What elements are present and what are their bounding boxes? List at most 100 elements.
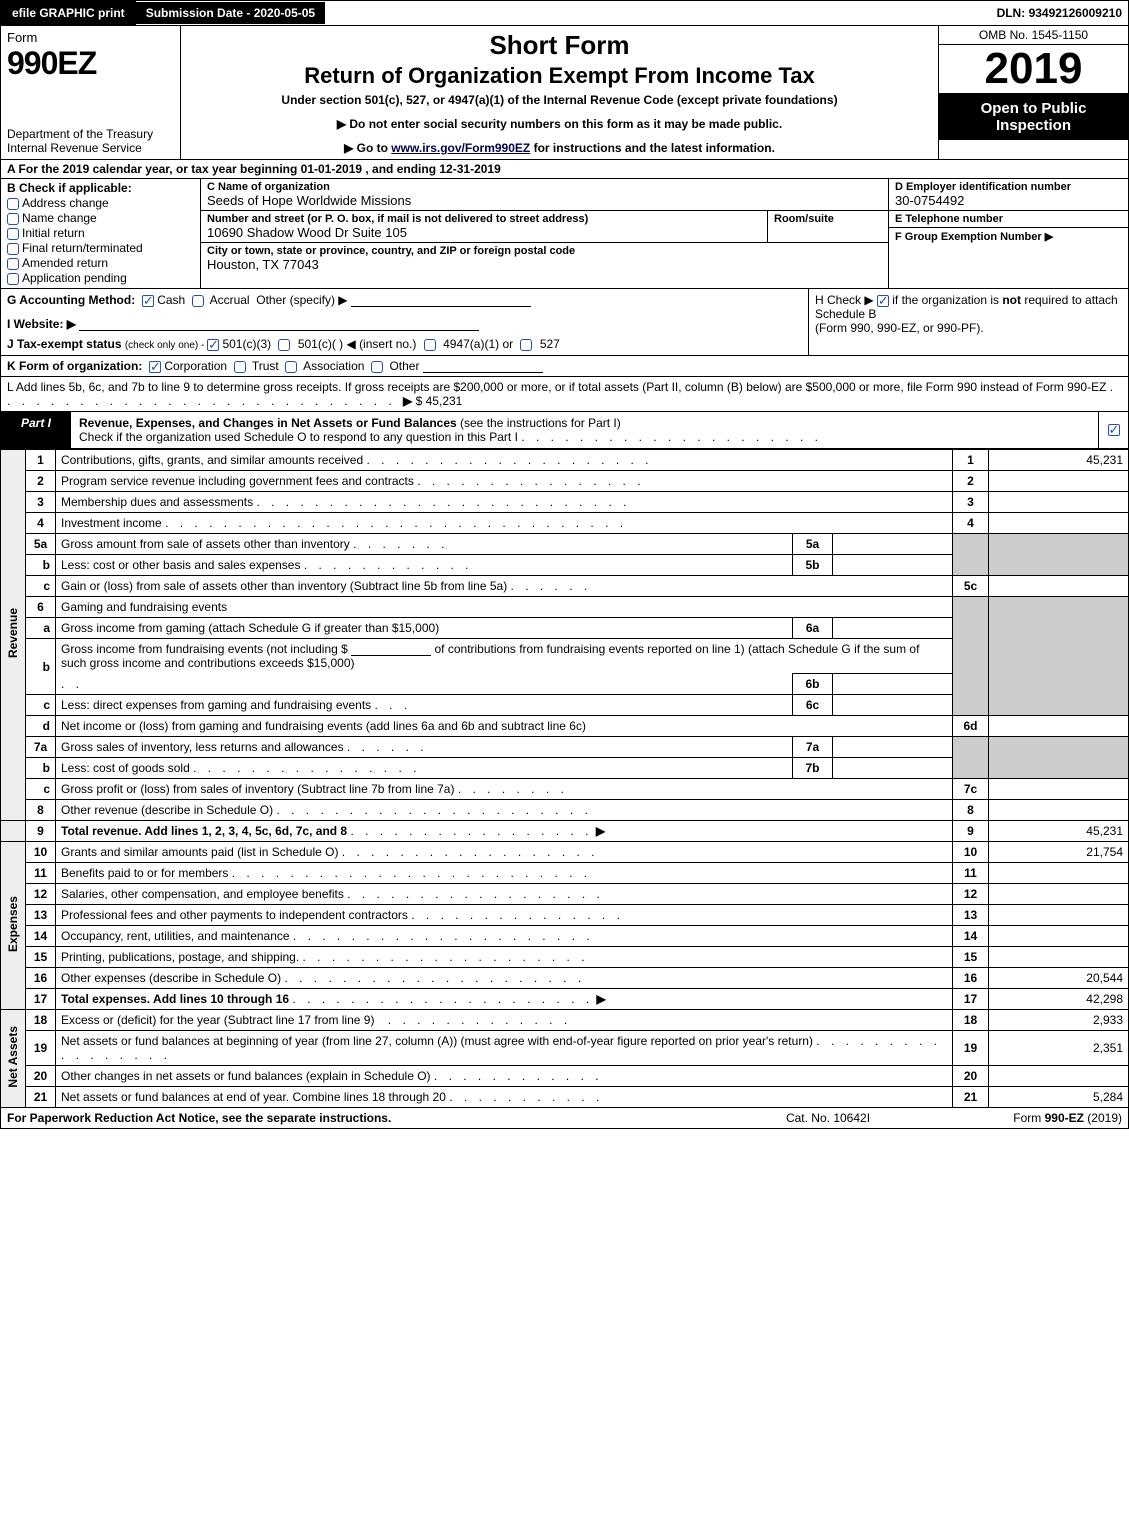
line-i-label: I Website: ▶	[7, 317, 76, 331]
line-amount	[989, 800, 1129, 821]
line-h-mid: if the organization is	[892, 293, 1002, 307]
line-numcol: 10	[953, 842, 989, 863]
chk-501c[interactable]	[278, 339, 290, 351]
opt-cash: Cash	[157, 293, 185, 307]
chk-schedule-b[interactable]	[877, 295, 889, 307]
line-amount	[989, 492, 1129, 513]
line-desc: Less: direct expenses from gaming and fu…	[56, 695, 793, 716]
chk-schedule-o[interactable]	[1108, 424, 1120, 436]
line-amount	[989, 905, 1129, 926]
opt-accrual: Accrual	[210, 293, 250, 307]
line-numcol: 4	[953, 513, 989, 534]
line-desc: Gain or (loss) from sale of assets other…	[56, 576, 953, 597]
chk-initial-return[interactable]: Initial return	[7, 226, 194, 240]
chk-527[interactable]	[520, 339, 532, 351]
opt-association: Association	[303, 359, 364, 373]
arrow-icon: ▶	[403, 394, 412, 408]
efile-button[interactable]: efile GRAPHIC print	[1, 1, 136, 25]
line-numcol: 13	[953, 905, 989, 926]
line-amount	[989, 576, 1129, 597]
part-i-inst: (see the instructions for Part I)	[460, 416, 621, 430]
org-name-label: C Name of organization	[207, 181, 882, 193]
line-num: 2	[26, 471, 56, 492]
sub-num: 5a	[793, 534, 833, 555]
opt-other-org: Other	[389, 359, 419, 373]
goto-prefix: ▶ Go to	[344, 141, 391, 155]
top-bar: efile GRAPHIC print Submission Date - 20…	[0, 0, 1129, 26]
table-row: c Gain or (loss) from sale of assets oth…	[1, 576, 1129, 597]
grey-cell	[989, 737, 1129, 779]
chk-accrual[interactable]	[192, 295, 204, 307]
line-desc: Benefits paid to or for members . . . . …	[56, 863, 953, 884]
opt-trust: Trust	[252, 359, 279, 373]
line-j-small: (check only one) -	[125, 340, 207, 351]
dept-treasury: Department of the Treasury	[7, 127, 174, 141]
sub-val	[833, 618, 953, 639]
line-desc: Net assets or fund balances at beginning…	[56, 1031, 953, 1066]
line-num: 21	[26, 1087, 56, 1108]
line-desc-cont: . .	[56, 674, 793, 695]
line-desc: Investment income . . . . . . . . . . . …	[56, 513, 953, 534]
line-desc: Contributions, gifts, grants, and simila…	[56, 450, 953, 471]
line-numcol: 6d	[953, 716, 989, 737]
side-expenses: Expenses	[1, 842, 26, 1010]
line-k: K Form of organization: Corporation Trus…	[0, 356, 1129, 377]
table-row: 12 Salaries, other compensation, and emp…	[1, 884, 1129, 905]
sub-num: 6b	[793, 674, 833, 695]
irs-link[interactable]: www.irs.gov/Form990EZ	[391, 141, 530, 155]
line-desc: Membership dues and assessments . . . . …	[56, 492, 953, 513]
dln-value: 93492126009210	[1029, 6, 1122, 20]
chk-501c3[interactable]	[207, 339, 219, 351]
chk-cash[interactable]	[142, 295, 154, 307]
website-input[interactable]	[79, 319, 479, 331]
line-desc: Gross profit or (loss) from sales of inv…	[56, 779, 953, 800]
line-amount: 20,544	[989, 968, 1129, 989]
chk-4947[interactable]	[424, 339, 436, 351]
line-desc: Gross sales of inventory, less returns a…	[56, 737, 793, 758]
other-input[interactable]	[351, 295, 531, 307]
line-k-label: K Form of organization:	[7, 359, 142, 373]
chk-trust[interactable]	[234, 361, 246, 373]
block-bcdef: B Check if applicable: Address change Na…	[0, 179, 1129, 289]
line-amount: 45,231	[989, 450, 1129, 471]
short-form-title: Short Form	[189, 30, 930, 61]
line-amount	[989, 884, 1129, 905]
line-amount: 2,933	[989, 1010, 1129, 1031]
chk-other-org[interactable]	[371, 361, 383, 373]
addr-label: Number and street (or P. O. box, if mail…	[207, 213, 761, 225]
line-h-t4: (Form 990, 990-EZ, or 990-PF).	[815, 321, 984, 335]
line-l: L Add lines 5b, 6c, and 7b to line 9 to …	[0, 377, 1129, 412]
line-num: b	[26, 758, 56, 779]
contrib-input[interactable]	[351, 644, 431, 656]
table-row: 15 Printing, publications, postage, and …	[1, 947, 1129, 968]
dln: DLN: 93492126009210	[991, 2, 1128, 24]
chk-name-change[interactable]: Name change	[7, 211, 194, 225]
chk-association[interactable]	[285, 361, 297, 373]
chk-final-return[interactable]: Final return/terminated	[7, 241, 194, 255]
table-row: 6 Gaming and fundraising events	[1, 597, 1129, 618]
line-num: 6	[26, 597, 56, 618]
dots: . . . . . . . . . . . . . . . . . . . . …	[521, 430, 822, 444]
line-num: 12	[26, 884, 56, 905]
footer-right: Form 990-EZ (2019)	[928, 1108, 1128, 1128]
table-row: 13 Professional fees and other payments …	[1, 905, 1129, 926]
line-desc: Excess or (deficit) for the year (Subtra…	[56, 1010, 953, 1031]
chk-address-change[interactable]: Address change	[7, 196, 194, 210]
line-amount	[989, 779, 1129, 800]
table-row: 11 Benefits paid to or for members . . .…	[1, 863, 1129, 884]
line-j: J Tax-exempt status (check only one) - 5…	[7, 337, 802, 351]
line-desc: Less: cost of goods sold . . . . . . . .…	[56, 758, 793, 779]
chk-application-pending[interactable]: Application pending	[7, 271, 194, 285]
sub-val	[833, 737, 953, 758]
line-num: 16	[26, 968, 56, 989]
form-header: Form 990EZ Department of the Treasury In…	[0, 26, 1129, 160]
line-amount: 5,284	[989, 1087, 1129, 1108]
chk-corporation[interactable]	[149, 361, 161, 373]
tax-year: 2019	[939, 45, 1128, 94]
line-numcol: 3	[953, 492, 989, 513]
sub-val	[833, 674, 953, 695]
chk-amended-return[interactable]: Amended return	[7, 256, 194, 270]
part-i-checkbox-cell	[1098, 412, 1128, 448]
other-org-input[interactable]	[423, 361, 543, 373]
omb-number: OMB No. 1545-1150	[939, 26, 1128, 45]
